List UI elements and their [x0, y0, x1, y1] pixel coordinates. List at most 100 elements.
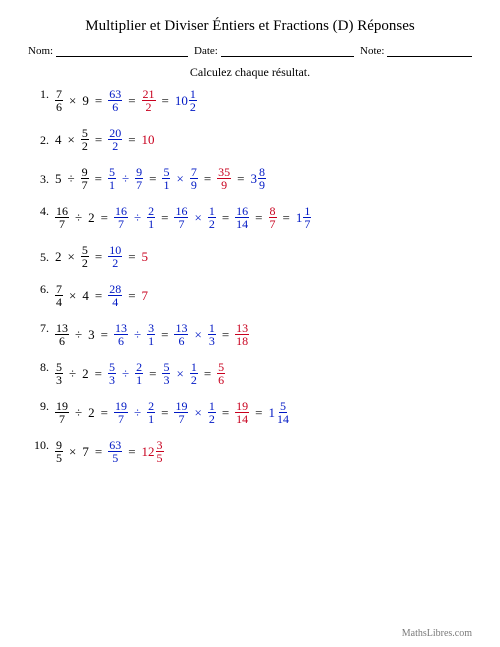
fraction: 636 [108, 88, 122, 113]
note-blank [387, 45, 472, 57]
fraction: 167 [55, 205, 69, 230]
operator: × [69, 445, 76, 458]
integer: 3 [88, 328, 95, 341]
equals: = [283, 211, 290, 224]
operator: ÷ [134, 211, 141, 224]
note-field: Note: [360, 45, 472, 57]
equation: 197÷2=197÷21=197×12=1914=1514 [52, 400, 293, 425]
equals: = [222, 406, 229, 419]
fraction: 51 [162, 166, 170, 191]
equals: = [149, 367, 156, 380]
fraction: 1318 [235, 322, 249, 347]
problem-item: 95 × 7 = 635 = 1235 [52, 439, 472, 464]
operator: × [176, 367, 183, 380]
equals: = [161, 211, 168, 224]
problem-item: 2×52=102=5 [52, 244, 472, 269]
equals: = [222, 328, 229, 341]
fraction: 95 [55, 439, 63, 464]
problem-item: 197÷2=197÷21=197×12=1914=1514 [52, 400, 472, 425]
operator: ÷ [75, 406, 82, 419]
problem-item: 74×4=284=7 [52, 283, 472, 308]
fraction: 97 [81, 166, 89, 191]
operator: ÷ [134, 328, 141, 341]
integer: 2 [82, 367, 89, 380]
fraction: 284 [108, 283, 122, 308]
mixed-number: 1235 [142, 439, 164, 464]
operator: × [194, 211, 201, 224]
integer: 7 [142, 289, 149, 302]
equation: 95 × 7 = 635 = 1235 [52, 439, 167, 464]
equals: = [149, 172, 156, 185]
integer: 10 [142, 133, 155, 146]
fraction: 212 [142, 88, 156, 113]
fraction: 197 [174, 400, 188, 425]
equals: = [95, 94, 102, 107]
equals: = [128, 250, 135, 263]
fraction: 1914 [235, 400, 249, 425]
equals: = [101, 211, 108, 224]
fraction: 136 [55, 322, 69, 347]
fraction: 167 [174, 205, 188, 230]
problem-item: 5÷97=51÷97=51×79=359=389 [52, 166, 472, 191]
equals: = [101, 406, 108, 419]
fraction: 53 [162, 361, 170, 386]
page-title: Multiplier et Diviser Éntiers et Fractio… [28, 18, 472, 35]
fraction: 21 [147, 400, 155, 425]
fraction: 102 [108, 244, 122, 269]
fraction: 136 [114, 322, 128, 347]
fraction: 79 [190, 166, 198, 191]
fraction: 197 [55, 400, 69, 425]
equals: = [95, 367, 102, 380]
equals: = [95, 133, 102, 146]
fraction: 12 [208, 400, 216, 425]
fraction: 136 [174, 322, 188, 347]
operator: × [176, 172, 183, 185]
operator: ÷ [134, 406, 141, 419]
problem-item: 53÷2=53÷21=53×12=56 [52, 361, 472, 386]
instruction: Calculez chaque résultat. [28, 65, 472, 80]
integer: 2 [88, 211, 95, 224]
fraction: 359 [217, 166, 231, 191]
worksheet-page: Multiplier et Diviser Éntiers et Fractio… [0, 0, 500, 647]
equals: = [237, 172, 244, 185]
equation: 53÷2=53÷21=53×12=56 [52, 361, 228, 386]
date-blank [221, 45, 354, 57]
equals: = [95, 289, 102, 302]
equals: = [222, 211, 229, 224]
operator: ÷ [69, 367, 76, 380]
equals: = [128, 289, 135, 302]
equals: = [161, 328, 168, 341]
operator: × [69, 289, 76, 302]
integer: 2 [55, 250, 62, 263]
name-label: Nom: [28, 45, 53, 57]
equation: 76×9=636=212=1012 [52, 88, 200, 113]
equals: = [101, 328, 108, 341]
fraction: 21 [147, 205, 155, 230]
operator: × [69, 94, 76, 107]
operator: ÷ [75, 328, 82, 341]
fraction: 97 [135, 166, 143, 191]
integer: 2 [88, 406, 95, 419]
fraction: 51 [108, 166, 116, 191]
equation: 2×52=102=5 [52, 244, 151, 269]
equals: = [95, 445, 102, 458]
equals: = [161, 406, 168, 419]
equals: = [128, 445, 135, 458]
date-label: Date: [194, 45, 218, 57]
fraction: 53 [55, 361, 63, 386]
fraction: 87 [269, 205, 277, 230]
integer: 7 [82, 445, 89, 458]
equation: 5÷97=51÷97=51×79=359=389 [52, 166, 269, 191]
fraction: 202 [108, 127, 122, 152]
operator: ÷ [122, 367, 129, 380]
equals: = [128, 94, 135, 107]
equals: = [204, 367, 211, 380]
date-field: Date: [194, 45, 354, 57]
fraction: 635 [108, 439, 122, 464]
equals: = [255, 211, 262, 224]
name-blank [56, 45, 188, 57]
mixed-number: 1514 [269, 400, 291, 425]
operator: ÷ [122, 172, 129, 185]
fraction: 12 [190, 361, 198, 386]
fraction: 52 [81, 244, 89, 269]
